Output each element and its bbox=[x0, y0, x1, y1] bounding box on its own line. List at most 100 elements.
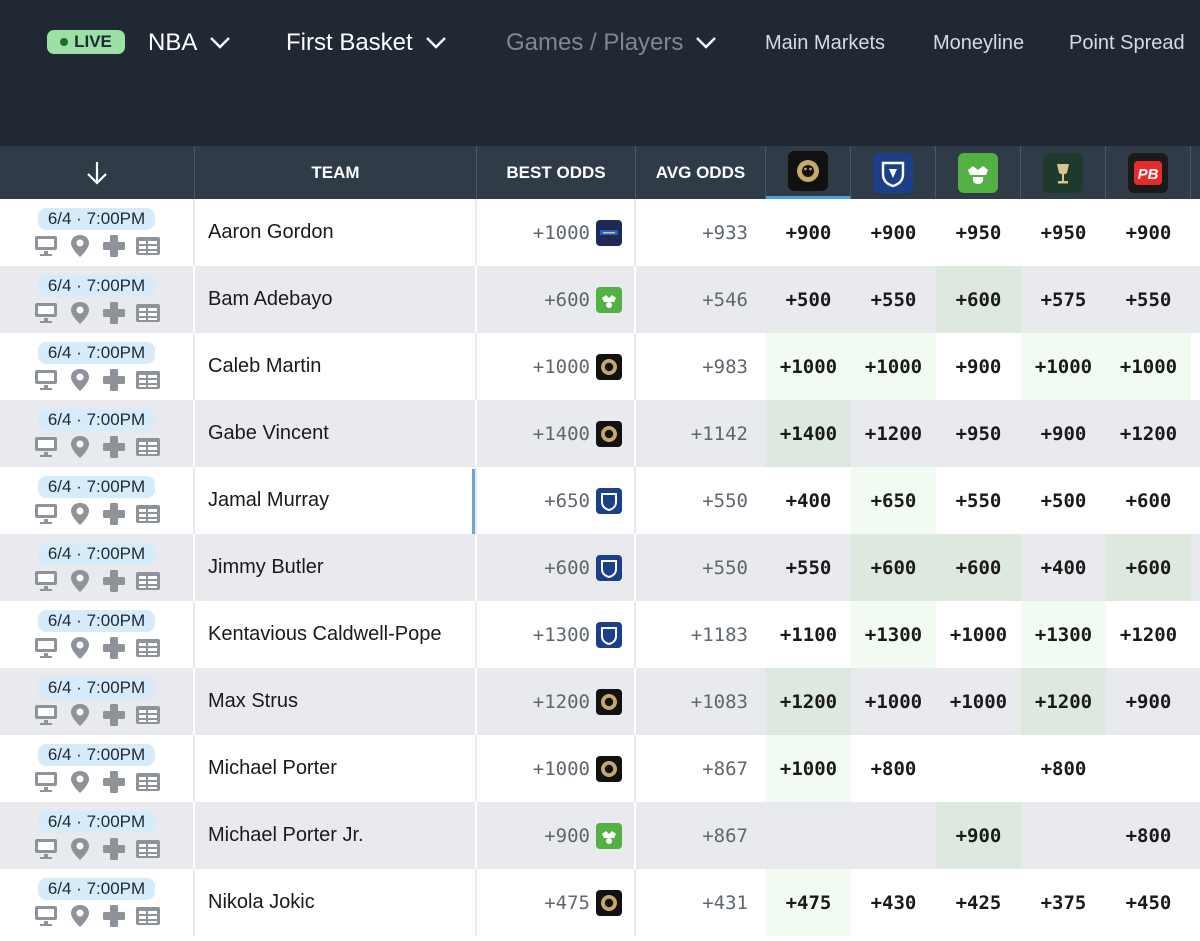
tv-icon[interactable] bbox=[33, 234, 59, 258]
stats-table-icon[interactable] bbox=[135, 770, 161, 794]
odds-cell-betmgm[interactable]: +550 bbox=[785, 556, 832, 579]
book-header-draftkings[interactable] bbox=[936, 146, 1021, 199]
odds-cell-draftkings[interactable]: +425 bbox=[955, 891, 1002, 914]
odds-cell-caesars[interactable]: +950 bbox=[1040, 221, 1087, 244]
odds-cell-draftkings[interactable]: +950 bbox=[955, 221, 1002, 244]
table-row[interactable]: 6/4 · 7:00PM Caleb Martin +1000 +983 +1000 +1… bbox=[0, 333, 1200, 400]
table-row[interactable]: 6/4 · 7:00PM Jamal Murray +650 +550 +400 +650… bbox=[0, 467, 1200, 534]
odds-cell-draftkings[interactable]: +900 bbox=[955, 355, 1002, 378]
game-time-badge[interactable]: 6/4 · 7:00PM bbox=[37, 341, 156, 364]
odds-cell-fanduel[interactable]: +650 bbox=[851, 467, 936, 534]
odds-cell-pointsbet[interactable]: +550 bbox=[1125, 288, 1172, 311]
book-header-betmgm[interactable] bbox=[766, 146, 851, 199]
nav-link-point-spread[interactable]: Point Spread bbox=[1069, 32, 1185, 54]
odds-cell-pointsbet[interactable] bbox=[1106, 735, 1191, 802]
nav-link-main-markets[interactable]: Main Markets bbox=[765, 32, 886, 54]
table-row[interactable]: 6/4 · 7:00PM Aaron Gordon +1000 +933 +900 +90… bbox=[0, 199, 1200, 266]
odds-cell-betmgm[interactable]: +1100 bbox=[779, 623, 838, 646]
odds-cell-pointsbet[interactable]: +900 bbox=[1125, 690, 1172, 713]
injury-cross-icon[interactable] bbox=[101, 435, 127, 459]
stats-table-icon[interactable] bbox=[135, 301, 161, 325]
tv-icon[interactable] bbox=[33, 770, 59, 794]
odds-cell-fanduel[interactable]: +1000 bbox=[851, 333, 936, 400]
stats-table-icon[interactable] bbox=[135, 837, 161, 861]
game-time-badge[interactable]: 6/4 · 7:00PM bbox=[37, 408, 156, 431]
odds-cell-pointsbet[interactable]: +600 bbox=[1106, 534, 1191, 601]
odds-cell-pointsbet[interactable]: +450 bbox=[1125, 891, 1172, 914]
table-row[interactable]: 6/4 · 7:00PM Gabe Vincent +1400 +1142 +1400 +… bbox=[0, 400, 1200, 467]
odds-cell-caesars[interactable]: +1300 bbox=[1021, 601, 1106, 668]
tv-icon[interactable] bbox=[33, 837, 59, 861]
best-odds-cell[interactable]: +1200 bbox=[477, 668, 636, 735]
odds-cell-draftkings[interactable] bbox=[936, 735, 1021, 802]
odds-cell-caesars[interactable]: +1000 bbox=[1021, 333, 1106, 400]
odds-cell-pointsbet[interactable]: +1200 bbox=[1119, 422, 1178, 445]
best-odds-cell[interactable]: +1000 bbox=[477, 199, 636, 266]
sort-column-header[interactable] bbox=[0, 146, 195, 199]
injury-cross-icon[interactable] bbox=[101, 569, 127, 593]
location-pin-icon[interactable] bbox=[67, 301, 93, 325]
odds-cell-pointsbet[interactable]: +800 bbox=[1125, 824, 1172, 847]
location-pin-icon[interactable] bbox=[67, 234, 93, 258]
best-odds-cell[interactable]: +600 bbox=[477, 266, 636, 333]
book-header-fanduel[interactable] bbox=[851, 146, 936, 199]
odds-cell-pointsbet[interactable]: +600 bbox=[1125, 489, 1172, 512]
game-time-badge[interactable]: 6/4 · 7:00PM bbox=[37, 743, 156, 766]
stats-table-icon[interactable] bbox=[135, 569, 161, 593]
odds-cell-fanduel[interactable] bbox=[851, 802, 936, 869]
odds-cell-betmgm[interactable]: +900 bbox=[785, 221, 832, 244]
odds-cell-fanduel[interactable]: +1300 bbox=[851, 601, 936, 668]
team-column-header[interactable]: TEAM bbox=[195, 146, 477, 199]
best-odds-cell[interactable]: +1300 bbox=[477, 601, 636, 668]
team-name[interactable]: Aaron Gordon bbox=[195, 199, 477, 266]
stats-table-icon[interactable] bbox=[135, 502, 161, 526]
location-pin-icon[interactable] bbox=[67, 502, 93, 526]
odds-cell-draftkings[interactable]: +950 bbox=[955, 422, 1002, 445]
odds-cell-betmgm[interactable]: +1200 bbox=[766, 668, 851, 735]
table-row[interactable]: 6/4 · 7:00PM Kentavious Caldwell-Pope +130… bbox=[0, 601, 1200, 668]
odds-cell-betmgm[interactable] bbox=[766, 802, 851, 869]
injury-cross-icon[interactable] bbox=[101, 502, 127, 526]
odds-cell-pointsbet[interactable]: +900 bbox=[1125, 221, 1172, 244]
game-time-badge[interactable]: 6/4 · 7:00PM bbox=[37, 542, 156, 565]
odds-cell-caesars[interactable]: +1200 bbox=[1021, 668, 1106, 735]
best-odds-cell[interactable]: +1400 bbox=[477, 400, 636, 467]
odds-cell-betmgm[interactable]: +1000 bbox=[766, 333, 851, 400]
injury-cross-icon[interactable] bbox=[101, 837, 127, 861]
stats-table-icon[interactable] bbox=[135, 636, 161, 660]
location-pin-icon[interactable] bbox=[67, 703, 93, 727]
odds-cell-caesars[interactable]: +500 bbox=[1040, 489, 1087, 512]
odds-cell-fanduel[interactable]: +1000 bbox=[864, 690, 923, 713]
odds-cell-caesars[interactable]: +400 bbox=[1040, 556, 1087, 579]
odds-cell-draftkings[interactable]: +1000 bbox=[949, 690, 1008, 713]
book-header-caesars[interactable] bbox=[1021, 146, 1106, 199]
odds-cell-fanduel[interactable]: +1200 bbox=[864, 422, 923, 445]
location-pin-icon[interactable] bbox=[67, 770, 93, 794]
injury-cross-icon[interactable] bbox=[101, 234, 127, 258]
best-odds-cell[interactable]: +650 bbox=[477, 467, 636, 534]
stats-table-icon[interactable] bbox=[135, 703, 161, 727]
tv-icon[interactable] bbox=[33, 636, 59, 660]
location-pin-icon[interactable] bbox=[67, 636, 93, 660]
odds-cell-betmgm[interactable]: +500 bbox=[785, 288, 832, 311]
odds-cell-draftkings[interactable]: +550 bbox=[955, 489, 1002, 512]
tv-icon[interactable] bbox=[33, 502, 59, 526]
team-name[interactable]: Bam Adebayo bbox=[195, 266, 477, 333]
injury-cross-icon[interactable] bbox=[101, 636, 127, 660]
odds-cell-fanduel[interactable]: +900 bbox=[870, 221, 917, 244]
odds-cell-pointsbet[interactable]: +1000 bbox=[1106, 333, 1191, 400]
team-name[interactable]: Max Strus bbox=[195, 668, 477, 735]
table-row[interactable]: 6/4 · 7:00PM Bam Adebayo +600 +546 +500 +550 +… bbox=[0, 266, 1200, 333]
team-name[interactable]: Michael Porter Jr. bbox=[195, 802, 477, 869]
game-time-badge[interactable]: 6/4 · 7:00PM bbox=[37, 609, 156, 632]
location-pin-icon[interactable] bbox=[67, 904, 93, 928]
table-row[interactable]: 6/4 · 7:00PM Jimmy Butler +600 +550 +550 +600… bbox=[0, 534, 1200, 601]
team-name[interactable]: Jamal Murray bbox=[195, 467, 477, 534]
game-time-badge[interactable]: 6/4 · 7:00PM bbox=[37, 676, 156, 699]
table-row[interactable]: 6/4 · 7:00PM Nikola Jokic +475 +431 +475 +430… bbox=[0, 869, 1200, 936]
stats-table-icon[interactable] bbox=[135, 368, 161, 392]
best-odds-column-header[interactable]: BEST ODDS bbox=[477, 146, 636, 199]
tv-icon[interactable] bbox=[33, 569, 59, 593]
view-dropdown[interactable]: Games / Players bbox=[506, 26, 717, 60]
injury-cross-icon[interactable] bbox=[101, 301, 127, 325]
